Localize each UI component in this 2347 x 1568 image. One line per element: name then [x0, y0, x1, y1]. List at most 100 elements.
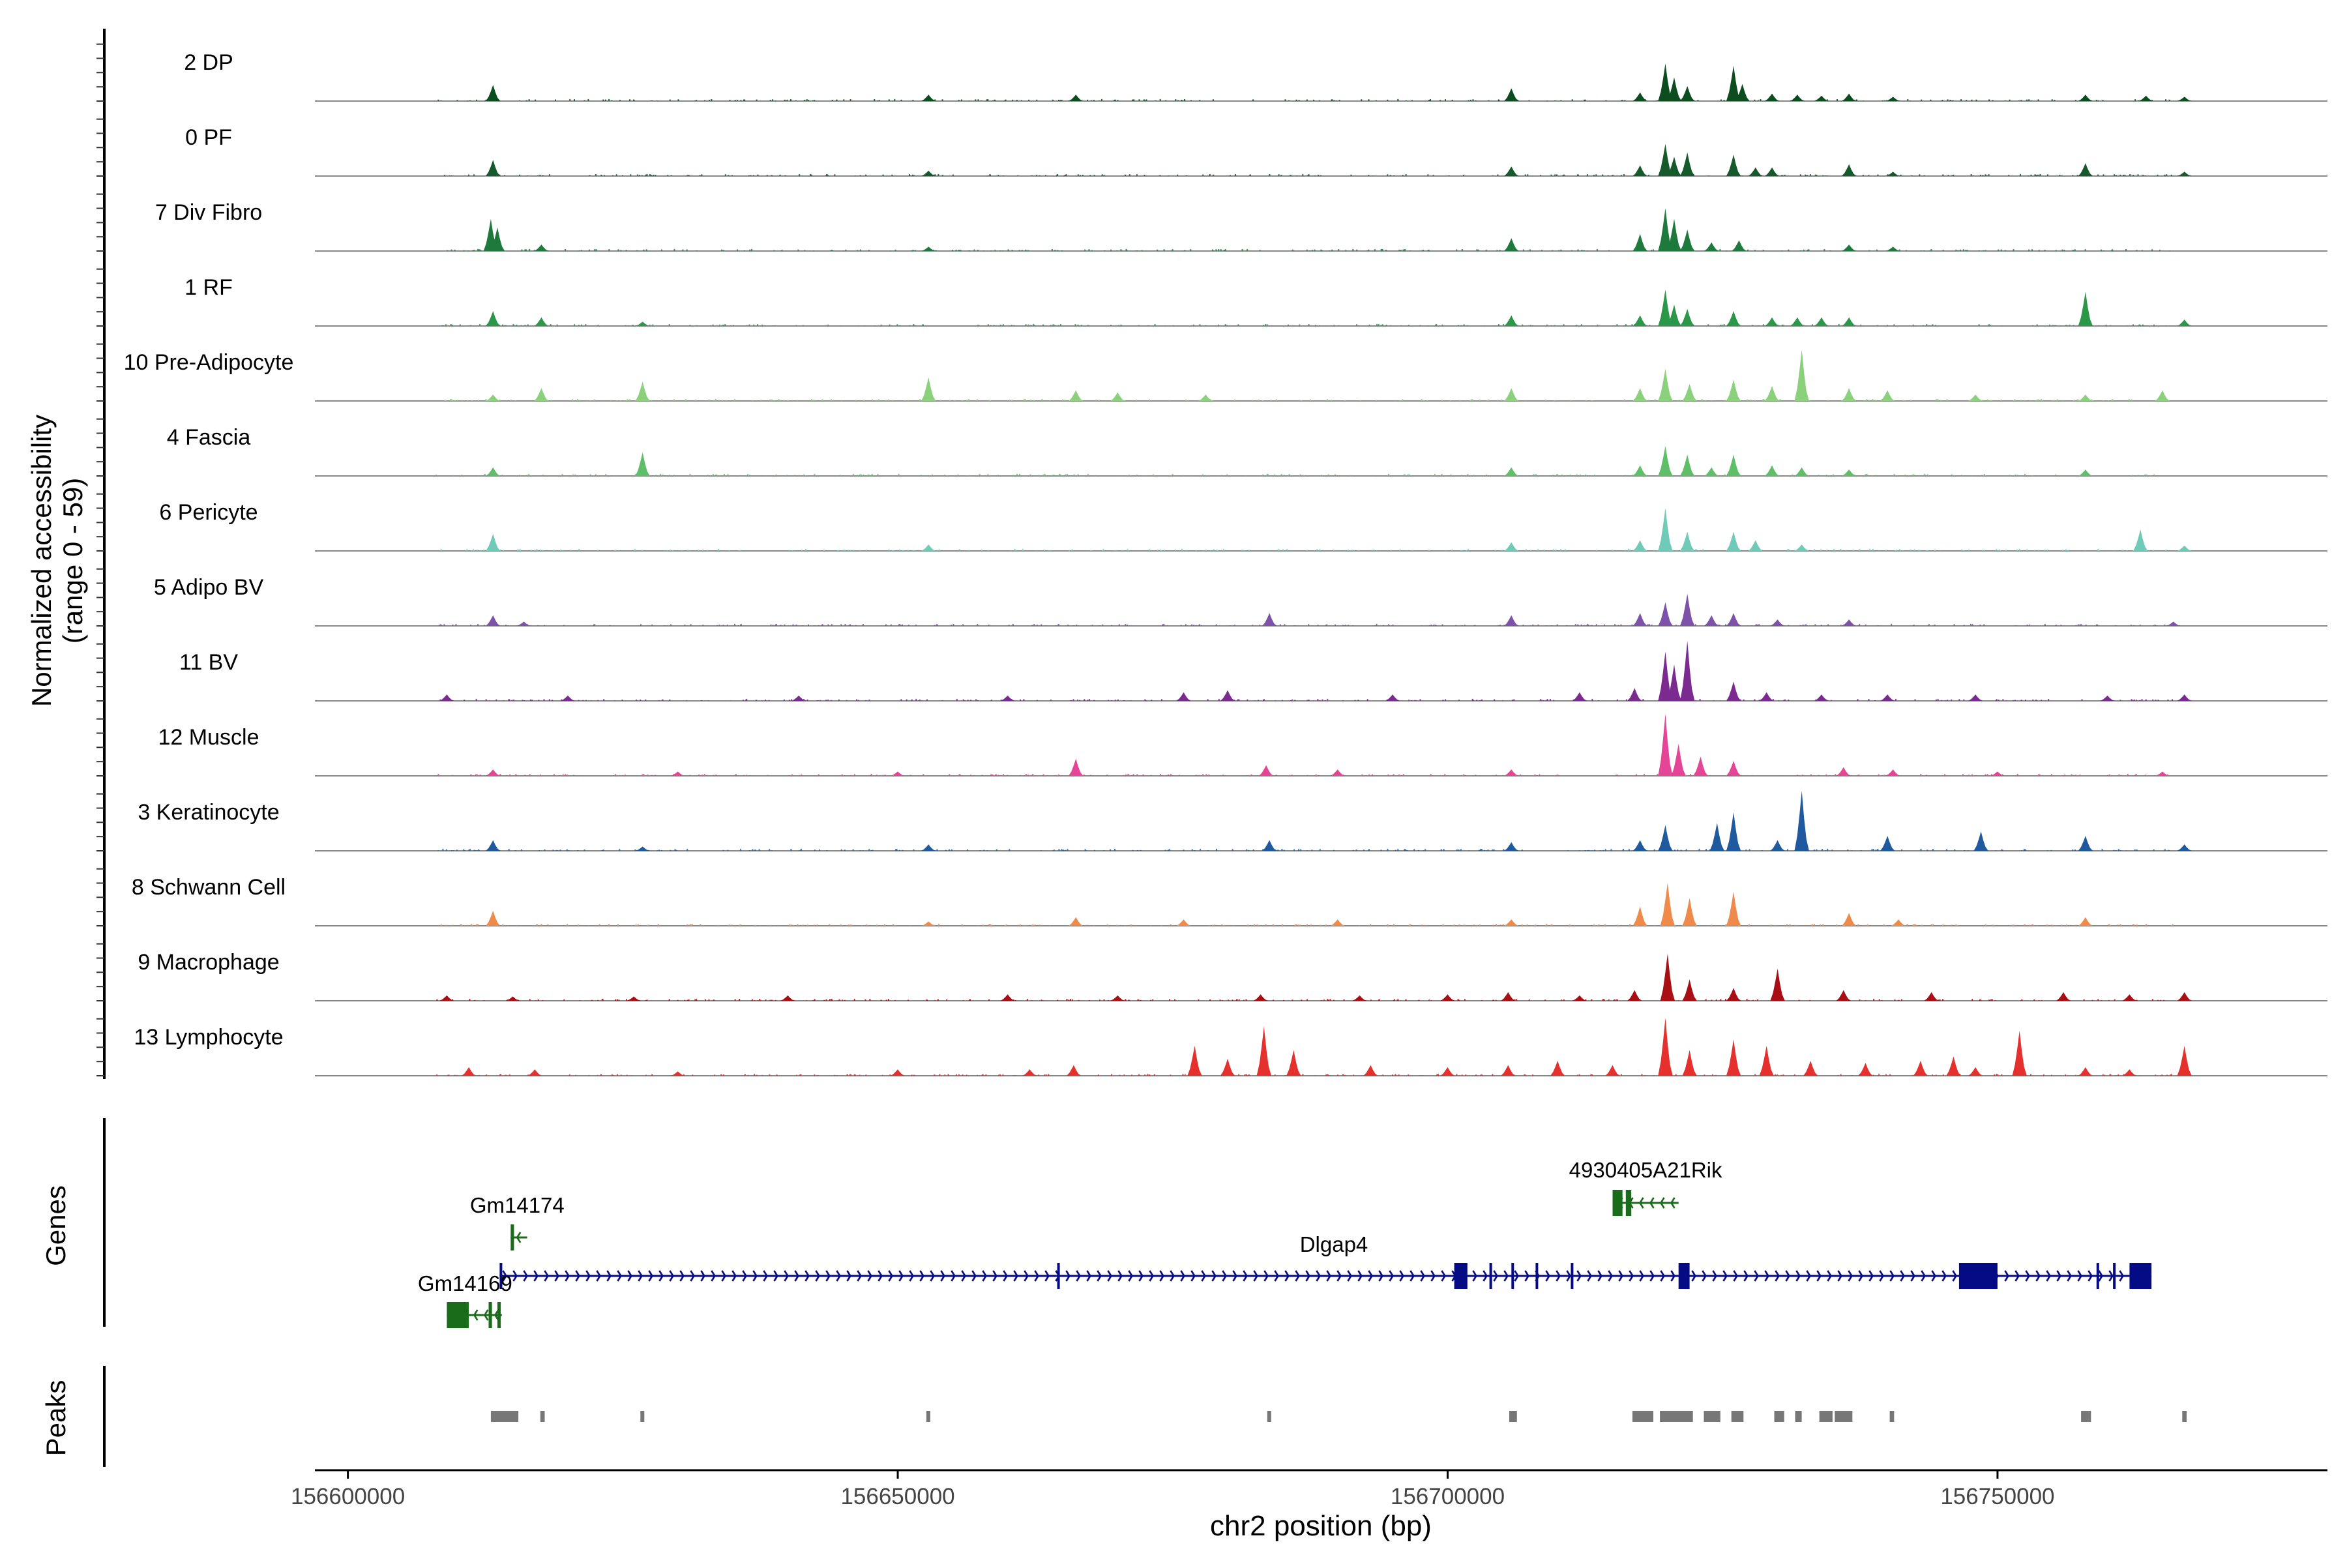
- coverage-peak: [1658, 508, 1673, 551]
- coverage-peak: [1504, 315, 1519, 326]
- coverage-peak: [486, 85, 501, 101]
- coverage-peak: [635, 846, 650, 851]
- exon: [499, 1263, 503, 1289]
- coverage-peak: [1066, 1065, 1082, 1076]
- exon: [1612, 1190, 1623, 1216]
- coverage-peak: [1680, 593, 1695, 626]
- coverage-peak: [1022, 1069, 1037, 1076]
- x-tick-label: 156650000: [840, 1484, 954, 1509]
- coverage-peak: [1764, 386, 1780, 401]
- coverage-peak: [486, 533, 501, 551]
- coverage-peak: [1836, 990, 1851, 1001]
- track-2-dp: 2 DP: [184, 50, 2327, 102]
- coverage-peak: [1632, 613, 1647, 626]
- coverage-peak: [486, 615, 501, 626]
- coverage-peak: [1842, 913, 1857, 926]
- coverage-noise: [439, 698, 2173, 701]
- track-7-div-fibro: 7 Div Fibro: [155, 200, 2327, 252]
- coverage-peak: [670, 771, 685, 776]
- coverage-peak: [1794, 349, 1809, 401]
- coverage-peak: [1658, 368, 1673, 401]
- track-label: 5 Adipo BV: [154, 575, 264, 600]
- coverage-peak: [921, 95, 936, 101]
- coverage-peak: [516, 621, 531, 626]
- coverage-peak: [1572, 995, 1587, 1001]
- gene-label: Gm14174: [470, 1193, 565, 1217]
- coverage-peak: [1632, 233, 1647, 251]
- coverage-peak: [1680, 229, 1695, 251]
- coverage-peak: [1842, 619, 1857, 626]
- coverage-peak: [1885, 769, 1900, 776]
- coverage-peak: [1794, 467, 1809, 476]
- coverage-peak: [2056, 992, 2071, 1001]
- track-label: 1 RF: [185, 275, 233, 300]
- coverage-peak: [1671, 743, 1686, 776]
- coverage-peak: [2155, 771, 2170, 776]
- coverage-peak: [1069, 390, 1084, 401]
- exon: [1454, 1263, 1468, 1289]
- track-label: 4 Fascia: [167, 425, 251, 450]
- coverage-peak: [1440, 1067, 1455, 1076]
- coverage-peak: [1704, 242, 1719, 251]
- gene-gm14169: Gm14169: [418, 1271, 512, 1328]
- coverage-peak: [486, 769, 501, 776]
- coverage-peak: [2177, 545, 2192, 551]
- coverage-peak: [1262, 840, 1277, 851]
- gene-label: Dlgap4: [1300, 1232, 1368, 1256]
- coverage-peak: [527, 1069, 542, 1076]
- coverage-peak: [1658, 143, 1673, 176]
- coverage-peak: [1658, 63, 1673, 101]
- exon: [447, 1302, 469, 1328]
- coverage-peak: [1660, 883, 1675, 926]
- coverage-peak: [1726, 311, 1741, 326]
- coverage-peak: [1632, 540, 1647, 551]
- coverage-tracks: 2 DP 0 PF 7 Div Fibro 1 RF 10 Pre-Adipocyte 4…: [124, 50, 2327, 1076]
- peak-region: [926, 1411, 930, 1422]
- coverage-peak: [1501, 992, 1516, 1001]
- coverage-peak: [1880, 390, 1895, 401]
- coverage-peak: [1682, 898, 1697, 926]
- coverage-peak: [1330, 919, 1345, 926]
- coverage-peak: [1726, 891, 1741, 926]
- coverage-peak: [1709, 823, 1724, 851]
- coverage-peak: [1682, 383, 1697, 401]
- coverage-peak: [1187, 1046, 1202, 1076]
- track-3-keratinocyte: 3 Keratinocyte: [138, 790, 2327, 851]
- coverage-peak: [1968, 1067, 1983, 1076]
- coverage-peak: [1658, 1018, 1673, 1076]
- peak-region: [1819, 1411, 1833, 1422]
- coverage-peak: [439, 694, 454, 701]
- coverage-peak: [1363, 1065, 1378, 1076]
- track-label: 3 Keratinocyte: [138, 800, 279, 825]
- peak-region: [2182, 1411, 2187, 1422]
- y-axis-subtitle: (range 0 - 59): [57, 478, 88, 643]
- coverage-peak: [486, 840, 501, 851]
- coverage-peak: [1504, 238, 1519, 251]
- coverage-peak: [1836, 767, 1851, 776]
- coverage-peak: [1735, 83, 1750, 101]
- coverage-peak: [2177, 844, 2192, 851]
- coverage-peak: [1842, 317, 1857, 326]
- coverage-peak: [1110, 392, 1125, 401]
- coverage-peak: [1726, 65, 1741, 101]
- coverage-peak: [1632, 465, 1647, 476]
- coverage-peak: [1632, 840, 1647, 851]
- coverage-peak: [2078, 469, 2093, 476]
- coverage-peak: [1693, 756, 1708, 776]
- track-label: 9 Macrophage: [138, 950, 279, 975]
- coverage-peak: [1069, 758, 1084, 776]
- gene-dlgap4: Dlgap4: [499, 1232, 2152, 1289]
- coverage-peak: [2155, 390, 2170, 401]
- peak-region: [1731, 1411, 1744, 1422]
- coverage-peak: [1880, 694, 1895, 701]
- coverage-peak: [2078, 836, 2093, 851]
- coverage-peak: [921, 844, 936, 851]
- coverage-peak: [921, 921, 936, 926]
- coverage-peak: [1198, 394, 1213, 401]
- track-10-pre-adipocyte: 10 Pre-Adipocyte: [124, 349, 2327, 402]
- coverage-peak: [1880, 836, 1895, 851]
- peaks-panel: [103, 1366, 2187, 1467]
- coverage-peak: [2177, 171, 2192, 176]
- coverage-peak: [1504, 542, 1519, 551]
- coverage-peak: [1658, 208, 1673, 251]
